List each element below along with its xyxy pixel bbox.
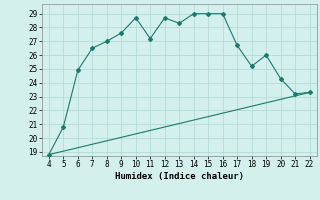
X-axis label: Humidex (Indice chaleur): Humidex (Indice chaleur) — [115, 172, 244, 181]
